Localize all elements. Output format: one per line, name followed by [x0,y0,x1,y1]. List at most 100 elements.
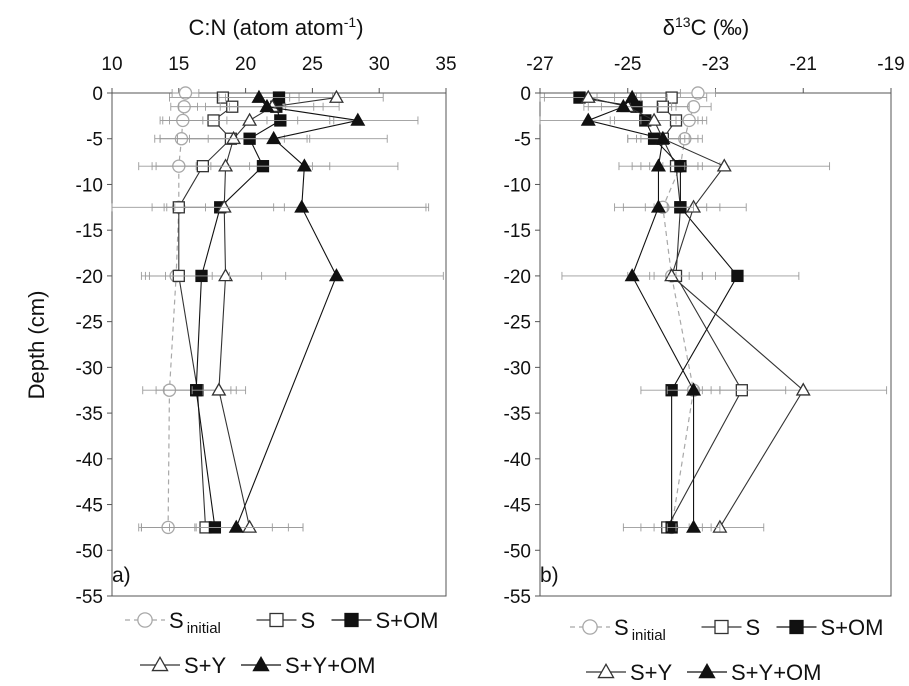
panel-b-data-point [624,268,640,282]
panel-b-y-tick-label: -55 [504,587,531,608]
panel-b-data-point [624,89,640,103]
panel-a-data-point [328,89,344,103]
panel-a-data-point [228,519,244,533]
panel-a-series-line [167,92,187,528]
panel-b-data-point [650,199,666,213]
panel-b-legend-marker [789,619,804,635]
panel-a-y-tick-label: -15 [76,221,103,242]
panel-b-y-tick-label: -25 [504,313,531,334]
panel-b-y-tick-label: -20 [504,267,531,288]
panel-a-y-tick-label: -25 [76,313,103,334]
panel-a-data-point [178,86,193,100]
panel-a-data-point [296,158,312,172]
panel-a-x-tick-label: 15 [168,54,189,75]
panel-b-data-point [646,112,662,126]
panel-b-data-point [691,86,705,100]
panel-a-legend-label: S+Y+OM [285,653,375,678]
panel-a-legend-marker [151,656,169,672]
panel-b-data-point [580,112,596,126]
panel-a-data-point [259,98,275,113]
panel-b-data-point [580,89,596,103]
panel-b-legend-item: S+OM [776,615,883,640]
panel-a-y-tick-label: -50 [76,541,103,562]
panel-a-y-tick-label: -55 [76,587,103,608]
panel-a-data-point [242,112,258,126]
panel-a-legend-label: S [301,608,316,633]
panel-a-legend-marker [252,656,270,672]
panel-b-y-tick-label: -40 [504,450,531,471]
panel-a-y-tick-label: -35 [76,404,103,425]
y-axis-label: Depth (cm) [24,291,49,400]
panel-a-data-point [211,382,227,396]
panel-b-data-point [731,269,744,283]
panel-a-legend-item: S+Y [140,653,227,678]
panel-b-series-s [622,91,787,534]
panel-b-y-tick-label: -15 [504,221,531,242]
panel-b-legend-marker [714,619,729,635]
panel-b-y-tick-label: -45 [504,496,531,517]
panel-b-series-line [662,92,699,528]
panel-a-data-point [216,199,232,213]
panel-b-label: b) [540,564,559,587]
panel-a-series-line [235,97,358,528]
panel-b-series-s-plus-y-plus-om [539,89,721,533]
panel-b-x-tick-label: -21 [790,54,817,75]
panel-b-legend-marker [582,619,598,635]
panel-b-series-s-plus-y [539,89,888,533]
panel-b-y-tick-label: 0 [520,84,531,105]
panel-b-legend-label: S [746,615,761,640]
panel-a-plot-frame [111,92,447,597]
panel-a-legend-item: S+Y+OM [241,653,375,678]
panel-b-y-tick-label: -35 [504,404,531,425]
panel-b-data-point [716,158,732,172]
panel-a: C:N (atom atom-1) 10 15 20 25 30 35 0 -5 -10 -15 -… [76,14,457,608]
panel-a-legend-label: S+Y [184,653,227,678]
panel-b-x-tick-label: -25 [614,54,641,75]
panel-a-title: C:N (atom atom-1) [188,14,363,40]
panel-a-y-tick-label: -40 [76,450,103,471]
panel-b-title: δ13C (‰) [663,14,749,40]
panel-a-data-point [294,199,310,213]
panel-a-y-tick-label: -30 [76,358,103,379]
panel-a-y-tick-label: -5 [86,130,103,151]
panel-a-data-point [218,268,234,282]
panel-b-data-point [615,98,631,113]
panel-b-legend-label: S+Y [630,660,673,685]
panel-a-data-point [242,519,258,533]
panel-b-data-point [686,519,702,533]
panel-a-data-point [218,158,234,172]
panel-a-x-tick-label: 25 [302,54,323,75]
panel-a-x-tick-label: 20 [235,54,256,75]
panel-b-data-point [795,382,811,396]
panel-b-data-point [650,158,666,172]
panel-a-legend-label: S+OM [376,608,439,633]
panel-b-y-tick-label: -10 [504,175,531,196]
panel-a-legend-marker [344,612,359,628]
panel-a-x-tick-label: 10 [101,54,122,75]
panel-a-x-tick-label: 30 [369,54,390,75]
panel-a-series-s [111,91,427,534]
panel-a-series-s-plus-y-plus-om [159,89,444,533]
panel-b-series-s-initial [644,86,716,535]
panel-a-y-tick-label: 0 [92,84,103,105]
panel-b-legend-item: S [701,615,761,640]
panel-a-legend-item: S [256,608,316,633]
panel-b-legend-label: S+Y+OM [731,660,821,685]
panel-a-series-s-plus-om [140,91,335,534]
panel-b-legend-item: S+Y+OM [687,660,821,685]
panel-b-data-point [664,268,680,282]
panel-b: δ13C (‰) -27 -25 -23 -21 -190-5-10-15-20-25-… [504,14,905,608]
panel-a-y-tick-label: -20 [76,267,103,288]
panel-a-series-s-initial [140,86,209,535]
panel-b-y-tick-label: -30 [504,358,531,379]
panel-a-x-tick-label: 35 [435,54,456,75]
panel-b-legend-item: S+Y [586,660,673,685]
panel-a-legend-marker [137,612,153,628]
